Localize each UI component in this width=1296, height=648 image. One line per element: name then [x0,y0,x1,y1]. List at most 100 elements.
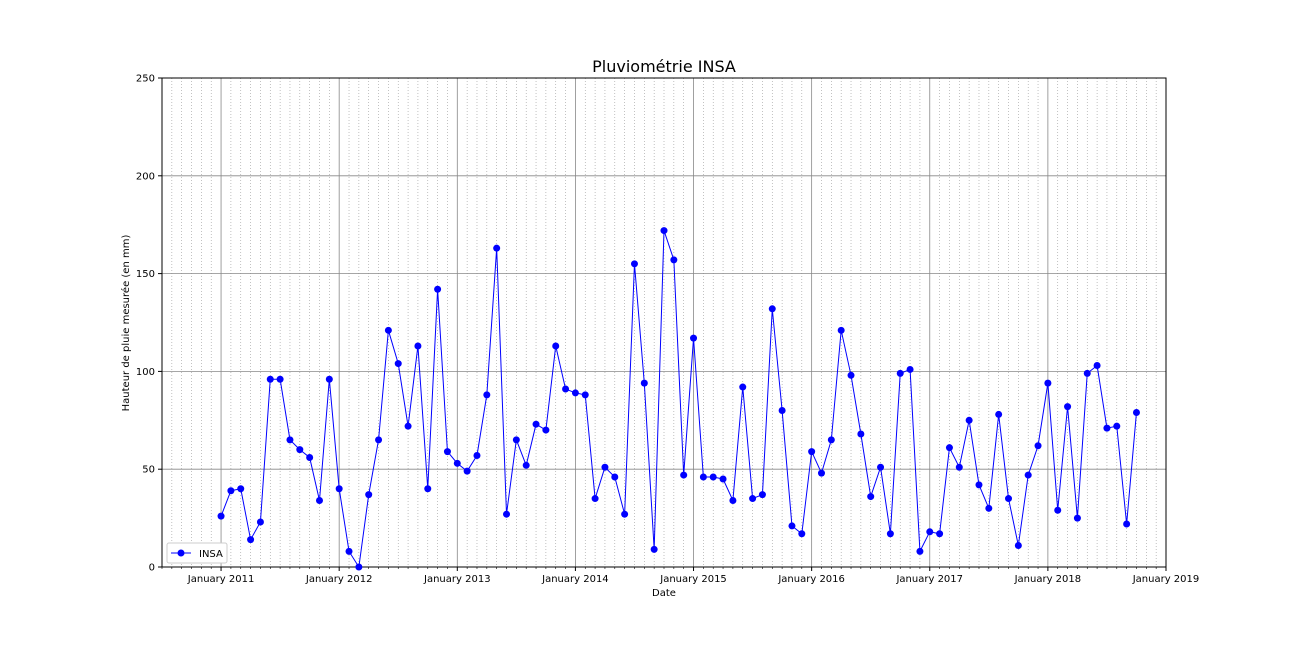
data-point [355,563,363,571]
data-point [256,518,264,526]
data-point [581,391,589,399]
y-tick-label: 100 [136,367,155,378]
data-point [414,342,422,350]
data-point [877,463,885,471]
data-point [306,453,314,461]
x-axis: January 2011 January 2012 January 2013 Janu… [161,567,1200,585]
minor-grid [161,78,1157,567]
data-point [896,369,904,377]
data-point [522,461,530,469]
data-point [315,496,323,504]
data-point [384,326,392,334]
data-point [601,463,609,471]
legend: INSA [166,542,228,564]
data-point [837,326,845,334]
x-tick-label: January 2014 [541,574,609,585]
x-tick-label: January 2011 [187,574,255,585]
data-point [266,375,274,383]
data-point [542,426,550,434]
data-point [483,391,491,399]
data-point [365,491,373,499]
data-point [1064,403,1072,411]
data-point [453,459,461,467]
data-point [227,487,235,495]
data-point [847,371,855,379]
data-point [768,305,776,313]
x-axis-label: Date [652,588,676,599]
data-point [463,467,471,475]
data-point [345,547,353,555]
data-point [512,436,520,444]
y-axis: 0 50 100 150 200 250 [136,74,162,574]
data-point [798,530,806,538]
data-point [886,530,894,538]
legend-box [166,542,228,564]
series-points-insa [217,227,1140,571]
data-point [975,481,983,489]
data-point [985,504,993,512]
data-point [916,547,924,555]
x-tick-label: January 2019 [1132,574,1200,585]
data-point [1014,541,1022,549]
data-point [237,485,245,493]
x-tick-label: January 2013 [423,574,491,585]
data-point [680,471,688,479]
y-tick-label: 250 [136,74,155,85]
data-point [217,512,225,520]
data-point [1083,369,1091,377]
y-tick-label: 50 [142,465,155,476]
x-tick-label: January 2012 [305,574,373,585]
data-point [286,436,294,444]
data-point [749,495,757,503]
data-point [817,469,825,477]
data-point [1113,422,1121,430]
data-point [571,389,579,397]
data-point [1054,506,1062,514]
data-point [552,342,560,350]
data-point [1132,408,1140,416]
data-point [739,383,747,391]
data-point [965,416,973,424]
data-point [325,375,333,383]
y-axis-label: Hauteur de pluie mesurée (en mm) [120,235,132,412]
data-point [995,410,1003,418]
data-point [660,227,668,235]
x-tick-label: January 2015 [659,574,727,585]
data-point [503,510,511,518]
data-point [729,496,737,504]
data-point [788,522,796,530]
x-tick-label: January 2016 [777,574,845,585]
data-point [276,375,284,383]
data-point [621,510,629,518]
major-grid [162,77,1167,568]
data-point [1123,520,1131,528]
data-point [650,545,658,553]
data-point [670,256,678,264]
data-point [296,446,304,454]
data-point [1024,471,1032,479]
data-point [1044,379,1052,387]
data-point [611,473,619,481]
x-tick-label: January 2017 [895,574,963,585]
x-tick-label: January 2018 [1014,574,1082,585]
data-point [945,444,953,452]
data-point [955,463,963,471]
data-point [562,385,570,393]
data-point [1073,514,1081,522]
data-point [1034,442,1042,450]
data-point [434,285,442,293]
data-point [906,365,914,373]
legend-label-insa: INSA [199,549,223,560]
data-point [630,260,638,268]
data-point [443,448,451,456]
data-point [1005,495,1013,503]
data-point [375,436,383,444]
data-point [719,475,727,483]
data-point [778,407,786,415]
data-point [699,473,707,481]
data-point [532,420,540,428]
data-point [1093,362,1101,370]
chart-title: Pluviométrie INSA [592,57,736,76]
